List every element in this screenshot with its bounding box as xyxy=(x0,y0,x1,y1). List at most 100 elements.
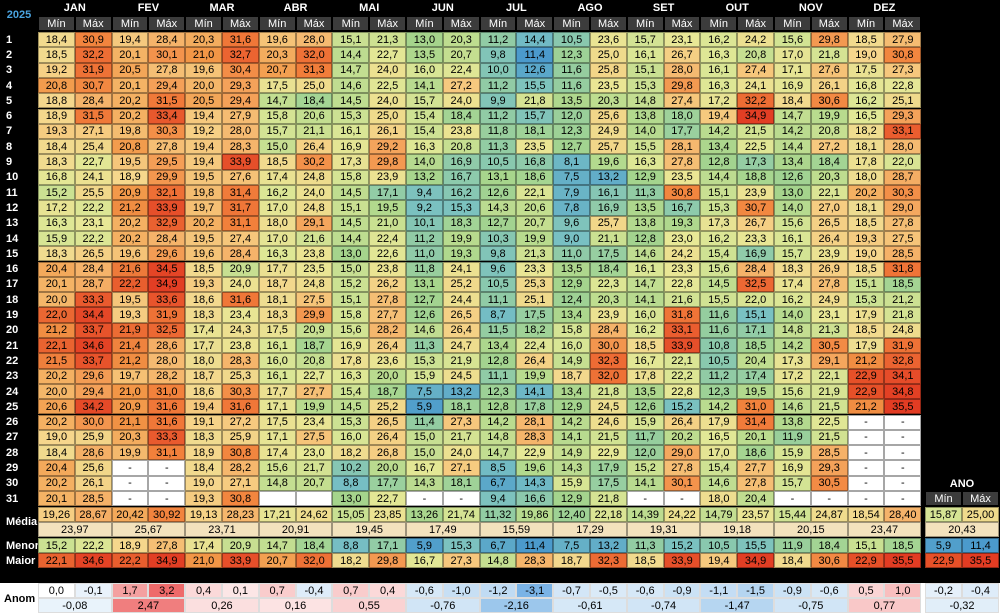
temp-cell: 10,5 xyxy=(553,32,590,48)
temp-cell: 16,3 xyxy=(700,77,738,94)
temp-cell: 18,1 xyxy=(516,123,554,140)
temp-cell: 19,0 xyxy=(847,246,885,262)
highest-cell: 33,9 xyxy=(222,553,259,568)
temp-cell: 15,3 xyxy=(847,292,885,308)
temp-cell: 18,5 xyxy=(737,338,774,354)
day-label: 31 xyxy=(0,491,38,507)
temp-cell: 12,3 xyxy=(553,123,590,140)
temp-cell: 16,5 xyxy=(700,429,738,446)
temp-cell: 27,8 xyxy=(884,215,922,231)
temp-cell: 27,3 xyxy=(442,414,480,430)
temp-cell: 19,9 xyxy=(111,445,149,461)
temp-cell: 17,8 xyxy=(847,154,885,170)
temp-cell: 14,3 xyxy=(553,460,590,476)
temp-cell: 25,7 xyxy=(590,215,627,231)
temp-cell: 28,2 xyxy=(369,322,406,338)
temp-cell: 27,9 xyxy=(884,32,922,48)
anomaly-cell: 0,7 xyxy=(332,583,370,598)
min-header: Mín xyxy=(479,16,517,31)
temp-cell: 21,8 xyxy=(810,47,848,63)
highest-cell: 22,9 xyxy=(925,553,962,568)
anomaly-cell: -0,7 xyxy=(553,583,590,598)
temp-cell: 15,1 xyxy=(626,62,664,78)
temp-cell: 15,2 xyxy=(663,399,701,415)
mean-cell: 21,74 xyxy=(442,507,480,522)
temp-cell: 28,5 xyxy=(884,246,922,262)
temp-cell: 27,4 xyxy=(663,93,701,109)
temp-cell: - xyxy=(847,491,885,507)
temp-cell: 15,4 xyxy=(700,246,738,262)
temp-cell: 17,7 xyxy=(185,338,222,354)
lowest-cell: 18,4 xyxy=(295,538,333,553)
highest-cell: 29,8 xyxy=(369,553,406,568)
temp-cell: 21,9 xyxy=(111,322,149,338)
temp-cell: 28,3 xyxy=(222,353,259,369)
mean-cell: 20,42 xyxy=(111,507,149,522)
temp-cell: 14,7 xyxy=(774,108,811,124)
mean-cell: 23,57 xyxy=(737,507,774,522)
max-header: Máx xyxy=(590,16,627,31)
temp-cell: 26,8 xyxy=(369,445,406,461)
temp-cell: 25,1 xyxy=(516,292,554,308)
temp-cell: 28,7 xyxy=(74,276,112,293)
anomaly-mean: -2,16 xyxy=(479,598,554,613)
temp-cell: 16,2 xyxy=(847,93,885,109)
temp-cell: 15,0 xyxy=(258,139,296,155)
month-header: OUT xyxy=(700,0,774,16)
mean-total: 20,15 xyxy=(774,522,848,537)
row-label: Anom xyxy=(0,583,38,614)
temp-cell: 12,3 xyxy=(479,383,517,400)
day-label: 19 xyxy=(0,307,38,323)
temp-cell: 27,5 xyxy=(884,230,922,247)
temp-cell: 28,4 xyxy=(590,322,627,338)
temp-cell: 18,5 xyxy=(847,322,885,338)
temp-cell: 21,0 xyxy=(185,47,222,63)
temp-cell: 21,5 xyxy=(38,353,75,369)
day-label: 24 xyxy=(0,383,38,400)
day-label: 13 xyxy=(0,215,38,231)
temp-cell: 19,3 xyxy=(185,276,222,293)
mean-cell: 15,05 xyxy=(332,507,370,522)
temp-cell: 15,3 xyxy=(626,77,664,94)
temp-cell: 15,4 xyxy=(406,108,443,124)
temp-cell: 8,1 xyxy=(553,154,590,170)
temp-cell: 29,1 xyxy=(295,215,333,231)
temp-cell: 15,7 xyxy=(774,246,811,262)
temp-cell: 6,7 xyxy=(479,475,517,491)
temp-cell: 13,4 xyxy=(553,307,590,323)
temp-cell: 20,2 xyxy=(111,230,149,247)
temp-cell: 10,5 xyxy=(479,276,517,293)
temp-cell: 14,1 xyxy=(406,77,443,94)
temp-cell: 15,9 xyxy=(774,445,811,461)
temp-cell: 24,7 xyxy=(442,338,480,354)
temp-cell: 17,3 xyxy=(737,154,774,170)
mean-cell: 28,67 xyxy=(74,507,112,522)
temp-cell: 30,7 xyxy=(74,77,112,94)
temp-cell: 21,3 xyxy=(369,32,406,48)
temp-cell: 23,4 xyxy=(295,414,333,430)
temp-cell: 10,0 xyxy=(479,62,517,78)
month-header: NOV xyxy=(774,0,848,16)
temp-cell: 27,2 xyxy=(810,139,848,155)
min-header: Mín xyxy=(626,16,664,31)
temp-cell: 20,3 xyxy=(258,47,296,63)
temp-cell: - xyxy=(847,460,885,476)
temp-cell: 28,7 xyxy=(884,169,922,185)
temp-cell: 17,5 xyxy=(590,246,627,262)
temp-cell: 21,9 xyxy=(442,353,480,369)
temp-cell: 29,5 xyxy=(148,154,186,170)
temp-cell: 20,8 xyxy=(111,139,149,155)
temp-cell: 14,0 xyxy=(774,200,811,216)
temp-cell: 18,0 xyxy=(663,108,701,124)
temp-cell: 18,7 xyxy=(185,368,222,384)
temp-cell: 17,7 xyxy=(369,475,406,491)
mean-cell: 13,26 xyxy=(406,507,443,522)
lowest-cell: 17,4 xyxy=(185,538,222,553)
lowest-cell: 5,9 xyxy=(925,538,962,553)
temp-cell: 22,2 xyxy=(111,276,149,293)
mean-cell: 11,32 xyxy=(479,507,517,522)
temp-cell: - xyxy=(847,429,885,446)
temp-cell: 25,2 xyxy=(442,276,480,293)
temp-cell: 35,5 xyxy=(884,399,922,415)
temp-cell: 12,7 xyxy=(406,292,443,308)
